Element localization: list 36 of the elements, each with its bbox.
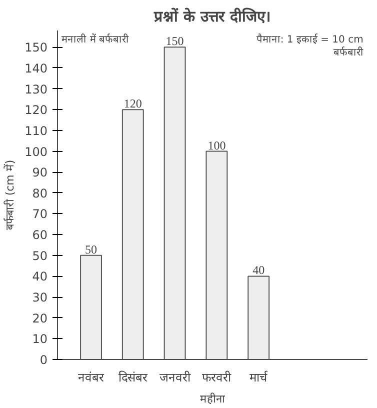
chart-title: प्रश्नों के उत्तर दीजिए। [153,8,271,26]
bar [164,46,186,360]
bar [206,150,228,360]
y-tick-label: 130 [24,82,48,96]
y-tick-label: 110 [24,124,48,138]
x-tick-label: फरवरी [202,370,232,384]
x-axis-title: महीना [200,392,225,406]
bar [122,109,144,360]
annotation: पैमाना: 1 इकाई = 10 cm बर्फबारी [256,34,364,59]
y-tick-label: 30 [32,290,48,305]
y-tick-label: 140 [24,61,48,76]
annotation: मनाली में बर्फबारी [62,34,130,46]
y-tick-label: 120 [24,103,48,118]
x-tick-label: मार्च [250,370,269,384]
y-tick-label: 150 [24,40,48,55]
y-tick-label: 10 [32,332,48,346]
x-tick-label: दिसंबर [118,370,148,384]
y-tick-label: 80 [32,186,48,200]
y-tick-label: 90 [32,166,48,180]
data-label: 50 [85,242,98,256]
data-label: 40 [252,263,265,278]
y-tick-label: 50 [32,248,48,263]
x-tick-label: जनवरी [159,370,192,384]
bar [80,254,102,360]
y-tick-label: 70 [32,207,48,222]
y-tick-label: 20 [32,311,48,326]
bar [248,276,270,360]
data-label: 120 [124,96,142,111]
y-tick-label: 40 [32,270,48,284]
data-label: 100 [208,138,226,152]
y-axis-title: बर्फबारी (cm में) [4,160,17,230]
y-tick-label: 60 [32,228,48,242]
y-tick-label: 100 [24,144,48,159]
x-tick-label: नवंबर [78,370,106,384]
data-label: 150 [166,34,184,48]
y-tick-label: 0 [40,353,48,367]
